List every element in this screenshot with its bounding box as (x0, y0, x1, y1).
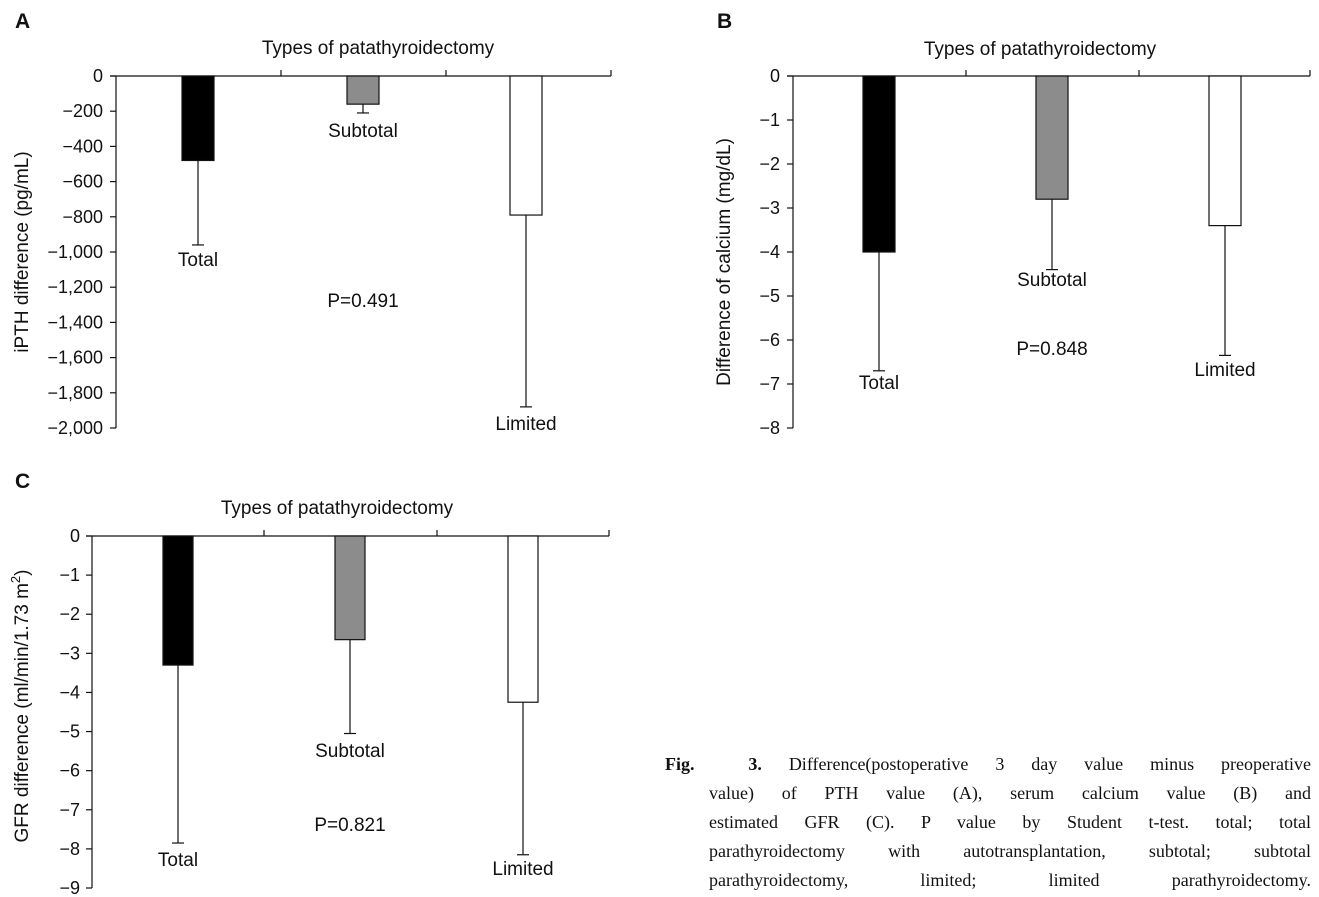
y-axis-label-text: iPTH difference (pg/mL) (12, 151, 33, 352)
caption-line-2: value) of PTH value (A), serum calcium v… (709, 783, 1311, 803)
y-tick-label: −200 (62, 101, 103, 121)
y-axis-label-text: GFR difference (ml/min/1.73 m (12, 583, 33, 842)
y-tick-label: −8 (59, 839, 80, 859)
y-tick-label: −3 (759, 198, 780, 218)
y-tick-label: −1,000 (47, 242, 103, 262)
y-tick-label: −7 (759, 374, 780, 394)
y-tick-label: −5 (759, 286, 780, 306)
category-label-limited: Limited (495, 414, 556, 435)
category-label-limited: Limited (1194, 360, 1255, 381)
category-label-subtotal: Subtotal (315, 741, 385, 762)
y-tick-label: −2 (59, 604, 80, 624)
caption-text-1: Difference(postoperative 3 day value min… (788, 754, 1311, 774)
y-axis-label: GFR difference (ml/min/1.73 m2) (8, 570, 33, 843)
y-tick-label: −1 (759, 110, 780, 130)
p-value-annotation: P=0.491 (327, 291, 398, 312)
y-axis-label: Difference of calcium (mg/dL) (714, 138, 735, 386)
y-axis-label: iPTH difference (pg/mL) (12, 151, 33, 352)
y-tick-label: −1,800 (47, 383, 103, 403)
y-tick-label: −6 (759, 330, 780, 350)
figure-caption: Fig. 3. Difference(postoperative 3 day v… (665, 750, 1311, 893)
category-label-subtotal: Subtotal (1017, 270, 1087, 291)
panel-a: A Types of patathyroidectomy 0 −200 −400 −600… (12, 10, 612, 438)
caption-line-3: estimated GFR (C). P value by Student t-… (709, 812, 1311, 832)
category-label-subtotal: Subtotal (328, 121, 398, 142)
bar-limited (1208, 75, 1242, 227)
panel-letter-c: C (15, 470, 30, 493)
y-axis-label-superscript: 2 (8, 576, 23, 583)
y-tick-label: −5 (59, 722, 80, 742)
p-value-annotation: P=0.821 (314, 815, 385, 836)
y-tick-label: −9 (59, 878, 80, 897)
y-tick-label: −8 (759, 418, 780, 438)
chart-title: Types of patathyroidectomy (262, 38, 495, 59)
caption-line-1: Fig. 3. Difference(postoperative 3 day v… (665, 750, 1311, 779)
y-tick-label: −2,000 (47, 418, 103, 438)
panel-letter-b: B (717, 10, 732, 33)
y-tick-label: −3 (59, 643, 80, 663)
y-tick-label: −7 (59, 800, 80, 820)
y-tick-label: −4 (59, 682, 80, 702)
bar-subtotal (334, 535, 366, 641)
y-tick-label: −800 (62, 207, 103, 227)
bar-total (181, 75, 215, 162)
y-axis-label-tail: ) (12, 570, 33, 576)
y-tick-label: 0 (93, 66, 103, 86)
caption-line-4: parathyroidectomy with autotransplantati… (709, 841, 1311, 861)
y-tick-label: −600 (62, 172, 103, 192)
y-tick-label: −400 (62, 136, 103, 156)
category-label-total: Total (859, 373, 899, 394)
panel-b: B Types of patathyroidectomy 0 −1 −2 −3 −4 −5 −6… (714, 10, 1311, 438)
y-axis-label-text: Difference of calcium (mg/dL) (714, 138, 735, 386)
y-tick-label: −6 (59, 761, 80, 781)
y-tick-label: −1 (59, 565, 80, 585)
y-tick-label: −1,600 (47, 348, 103, 368)
caption-head: Fig. 3. (665, 754, 762, 774)
p-value-annotation: P=0.848 (1016, 339, 1087, 360)
y-tick-label: −2 (759, 154, 780, 174)
category-label-limited: Limited (492, 859, 553, 880)
bar-total (162, 535, 194, 666)
chart-title: Types of patathyroidectomy (221, 498, 454, 519)
bar-subtotal (1035, 75, 1069, 200)
bar-total (862, 75, 896, 253)
y-tick-label: −1,400 (47, 312, 103, 332)
caption-line-5: parathyroidectomy, limited; limited para… (709, 870, 1311, 890)
y-tick-label: −4 (759, 242, 780, 262)
y-tick-label: 0 (770, 66, 780, 86)
category-label-total: Total (178, 250, 218, 271)
y-tick-label: 0 (70, 526, 80, 546)
bar-subtotal (346, 75, 380, 105)
panel-c: C Types of patathyroidectomy 0 −1 −2 −3 −4 −5 −6… (8, 470, 610, 897)
bar-limited (507, 535, 539, 703)
chart-title: Types of patathyroidectomy (924, 39, 1157, 60)
panel-letter-a: A (15, 10, 30, 33)
bar-limited (509, 75, 543, 216)
y-tick-label: −1,200 (47, 277, 103, 297)
category-label-total: Total (158, 850, 198, 871)
